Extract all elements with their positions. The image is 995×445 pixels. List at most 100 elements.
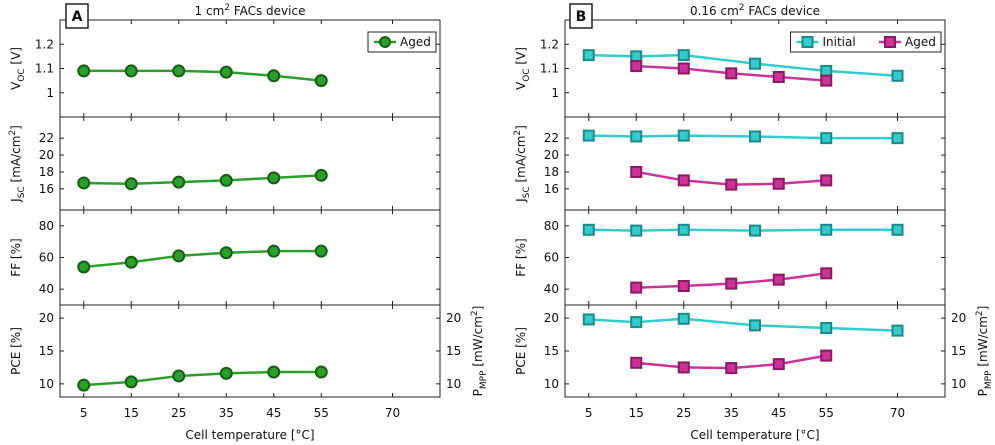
right-y-label-main: P	[976, 389, 990, 396]
y-tick-label: 20	[39, 148, 54, 162]
data-point-initial	[582, 129, 595, 142]
legend-swatch-marker	[379, 36, 391, 48]
data-point-initial	[677, 49, 690, 62]
data-point-initial	[582, 313, 595, 326]
y-label-unit: [mA/cm	[514, 136, 528, 187]
data-point-aged	[820, 267, 833, 280]
data-point-initial	[749, 130, 761, 143]
data-point-aged	[677, 62, 690, 75]
data-point-aged	[725, 178, 738, 191]
legend-box	[790, 31, 942, 53]
data-point-initial	[891, 324, 904, 337]
data-point-aged	[772, 177, 785, 190]
right-y-label-end: ]	[976, 306, 990, 311]
panel-letter-box	[569, 3, 593, 29]
data-point-aged	[314, 74, 328, 88]
y-tick-label: 20	[544, 311, 559, 325]
y-axis-label: PCE [%]	[9, 327, 23, 375]
y-tick-label: 22	[39, 131, 54, 145]
chart-title-main: 1 cm	[195, 4, 225, 18]
y-label-main: V	[514, 81, 528, 90]
data-point-aged	[124, 64, 138, 78]
y-label-unit: [mA/cm	[9, 136, 23, 187]
series-line-aged	[83, 249, 322, 269]
data-point-aged	[267, 244, 281, 258]
data-point-aged	[772, 70, 785, 83]
data-point-initial	[677, 223, 690, 236]
data-point-aged	[630, 281, 643, 294]
data-point-aged	[172, 175, 186, 189]
right-y-tick-label: 10	[951, 377, 966, 391]
subplot-frame	[564, 304, 946, 398]
right-y-tick-label: 10	[446, 377, 461, 391]
y-label-end: ]	[9, 125, 23, 130]
y-label-main: FF [%]	[514, 238, 528, 276]
y-tick-label: 15	[39, 344, 54, 358]
data-point-aged	[772, 358, 785, 371]
data-point-aged	[630, 60, 643, 73]
chart-title-sup: 2	[224, 3, 230, 13]
data-point-aged	[77, 64, 91, 78]
data-point-aged	[314, 244, 328, 258]
y-tick-label: 60	[39, 251, 54, 265]
data-point-aged	[172, 64, 186, 78]
data-point-aged	[219, 366, 233, 380]
right-y-axis-label: PMPP [mW/cm2]	[975, 306, 994, 397]
data-point-initial	[891, 69, 904, 82]
y-tick-label: 80	[544, 219, 559, 233]
y-label-sub: SC	[522, 186, 532, 198]
right-y-tick-label: 20	[446, 311, 461, 325]
data-point-initial	[677, 312, 690, 325]
data-point-initial	[630, 224, 643, 237]
data-point-initial	[820, 132, 833, 145]
y-label-unit: [V]	[9, 47, 23, 68]
data-point-aged	[314, 168, 328, 182]
y-axis-label: VOC [V]	[9, 47, 27, 90]
subplot-frame	[564, 209, 946, 306]
data-point-initial	[630, 50, 643, 63]
series-line-initial	[588, 53, 898, 78]
y-axis-label: PCE [%]	[514, 327, 528, 375]
panel-letter: B	[576, 9, 587, 25]
data-point-aged	[820, 174, 833, 187]
series-line-aged	[83, 370, 322, 387]
y-tick-label: 16	[544, 182, 559, 196]
data-point-initial	[630, 130, 643, 143]
x-tick-label: 55	[314, 406, 329, 420]
data-point-initial	[582, 49, 595, 62]
data-point-aged	[630, 356, 643, 369]
data-point-initial	[820, 223, 833, 236]
data-point-initial	[749, 57, 761, 70]
y-label-main: PCE [%]	[514, 327, 528, 375]
data-point-aged	[124, 177, 138, 191]
y-label-sup: 2	[513, 130, 523, 136]
panel-letter-box	[65, 3, 89, 29]
panel-letter: A	[72, 9, 83, 25]
data-point-initial	[677, 129, 690, 142]
data-point-aged	[267, 171, 281, 185]
data-point-initial	[891, 132, 904, 145]
y-axis-label: JSC [mA/cm2]	[513, 125, 532, 203]
right-y-label-sub: MPP	[479, 370, 489, 389]
data-point-initial	[749, 224, 761, 237]
data-point-aged	[172, 249, 186, 263]
data-point-initial	[820, 64, 833, 77]
x-tick-label: 25	[171, 406, 186, 420]
y-label-sup: 2	[8, 130, 18, 136]
data-point-initial	[630, 316, 643, 329]
y-tick-label: 1.2	[35, 37, 54, 51]
y-axis-label: FF [%]	[514, 238, 528, 276]
x-tick-label: 45	[266, 406, 281, 420]
data-point-initial	[749, 319, 761, 332]
right-y-label-unit: [mW/cm	[471, 316, 485, 370]
chart-title-rest: FACs device	[230, 4, 305, 18]
legend-label: Aged	[400, 35, 431, 49]
x-tick-label: 45	[771, 406, 786, 420]
y-label-main: V	[9, 81, 23, 90]
y-label-main: FF [%]	[9, 238, 23, 276]
data-point-aged	[725, 362, 738, 375]
data-point-aged	[630, 165, 643, 178]
y-axis-label: JSC [mA/cm2]	[8, 125, 27, 203]
x-tick-label: 25	[676, 406, 691, 420]
